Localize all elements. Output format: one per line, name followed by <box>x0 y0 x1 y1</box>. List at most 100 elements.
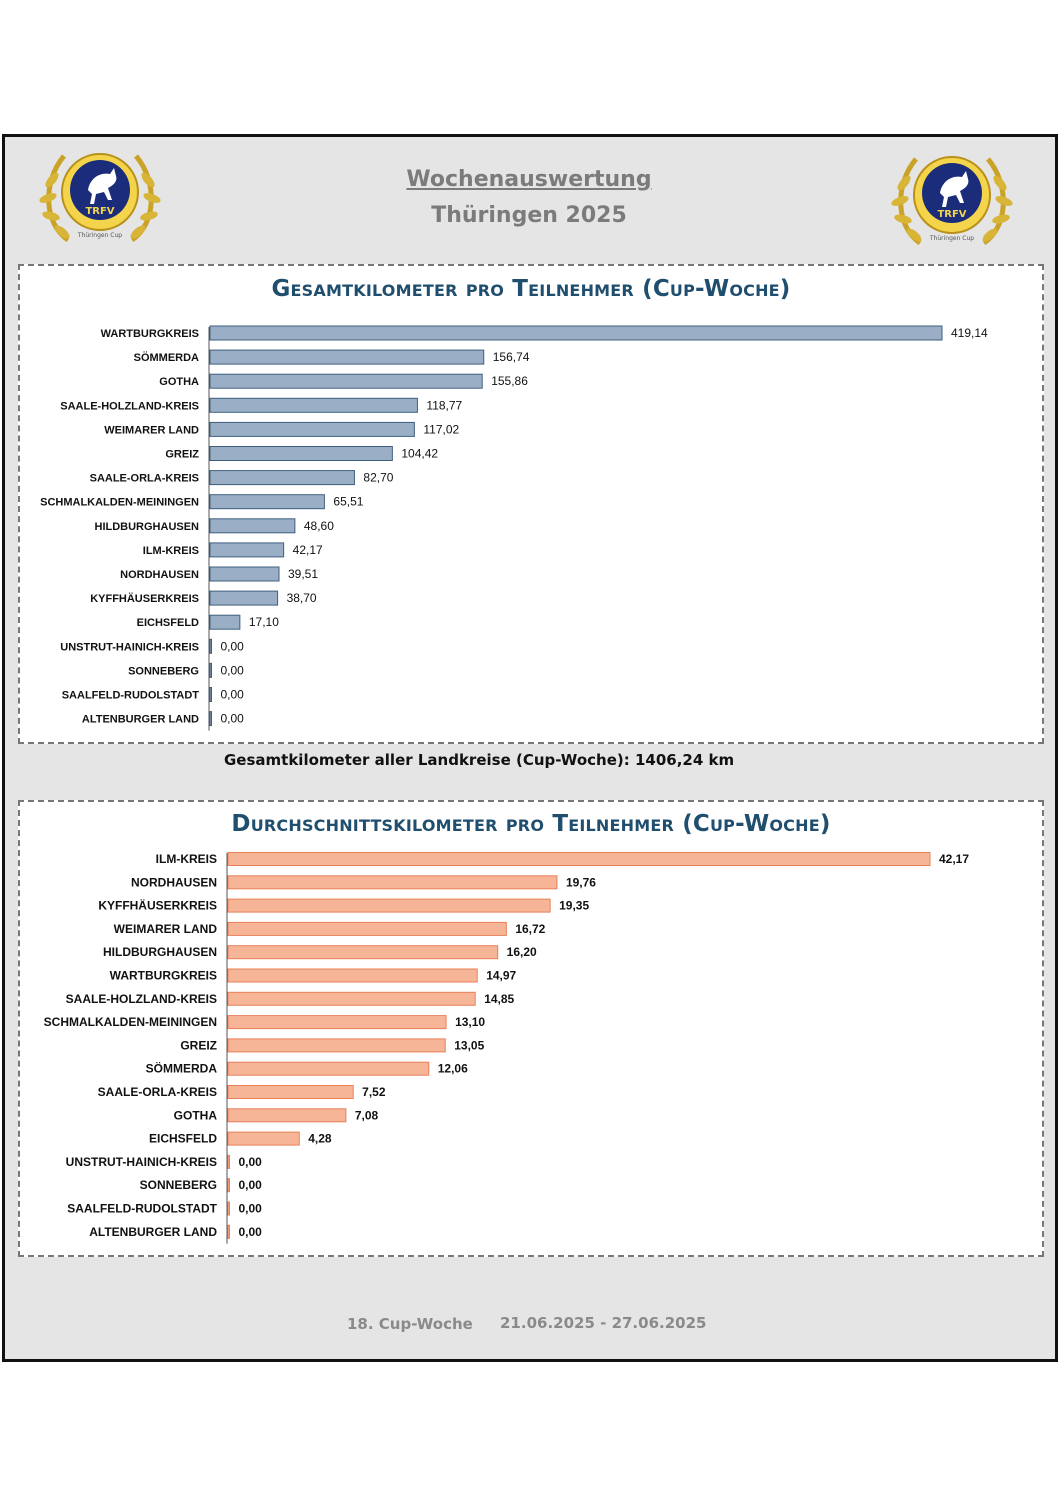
category-label: UNSTRUT-HAINICH-KREIS <box>66 1155 217 1169</box>
bar <box>209 494 325 510</box>
laurel-wreath-icon <box>891 157 1013 246</box>
data-label: 104,42 <box>401 447 438 461</box>
total-km-summary: Gesamtkilometer aller Landkreise (Cup-Wo… <box>224 751 735 769</box>
logo-text-bottom: Thüringen Cup <box>77 232 122 239</box>
bar <box>209 711 212 727</box>
category-label: GOTHA <box>159 376 199 388</box>
category-label: SAALFELD-RUDOLSTADT <box>62 690 200 702</box>
bar <box>227 968 478 983</box>
data-label: 0,00 <box>239 1225 263 1239</box>
trfv-logo-right: TRFV Thüringen Cup <box>891 156 1013 246</box>
category-label: ILM-KREIS <box>156 852 217 866</box>
category-label: HILDBURGHAUSEN <box>95 521 200 533</box>
chart-title-average-km: Durchschnittskilometer pro Teilnehmer (C… <box>231 811 831 837</box>
category-label: KYFFHÄUSERKREIS <box>98 898 217 913</box>
data-label: 17,10 <box>249 615 279 629</box>
data-label: 4,28 <box>308 1132 332 1146</box>
category-label: SCHMALKALDEN-MEININGEN <box>40 497 199 509</box>
bar <box>227 852 931 866</box>
category-label: HILDBURGHAUSEN <box>103 945 217 959</box>
date-range-label: 21.06.2025 - 27.06.2025 <box>500 1314 707 1332</box>
data-label: 13,10 <box>455 1015 485 1029</box>
chart-panel-average-km: Durchschnittskilometer pro Teilnehmer (C… <box>18 800 1044 1257</box>
data-label: 42,17 <box>939 852 969 866</box>
data-label: 38,70 <box>287 591 317 605</box>
page-title-text: Wochenauswertung <box>406 167 652 192</box>
bar <box>209 446 393 461</box>
bar <box>209 349 485 365</box>
category-label: SCHMALKALDEN-MEININGEN <box>44 1015 217 1029</box>
category-label: GREIZ <box>180 1038 217 1052</box>
data-label: 39,51 <box>288 567 318 581</box>
bar <box>209 662 212 678</box>
category-label: EICHSFELD <box>137 617 199 629</box>
trfv-logo-left: TRFV Thüringen Cup <box>39 153 161 243</box>
data-label: 0,00 <box>221 639 245 653</box>
category-label: SONNEBERG <box>140 1178 217 1192</box>
data-label: 48,60 <box>304 519 334 533</box>
bar <box>209 542 285 558</box>
bar <box>209 566 280 582</box>
logo-text-top: TRFV <box>937 209 966 220</box>
data-label: 19,76 <box>566 875 596 889</box>
data-label: 42,17 <box>293 543 323 557</box>
bar <box>209 421 415 437</box>
bar <box>227 1178 230 1193</box>
cup-week-label: 18. Cup-Woche <box>347 1315 473 1333</box>
data-label: 82,70 <box>363 471 393 485</box>
category-label: SAALE-HOLZLAND-KREIS <box>60 400 199 412</box>
data-label: 0,00 <box>239 1178 263 1192</box>
category-label: NORDHAUSEN <box>131 875 217 889</box>
category-label: SONNEBERG <box>128 665 199 677</box>
bar <box>227 1061 430 1076</box>
bar <box>209 638 212 654</box>
bar-chart-total-km: WARTBURGKREIS 419,14 SÖMMERDA 156,74 GOTHA 15… <box>40 325 988 731</box>
data-label: 16,72 <box>515 922 545 936</box>
category-label: GOTHA <box>174 1108 218 1122</box>
horse-icon <box>940 171 969 207</box>
data-label: 117,02 <box>423 422 459 436</box>
category-label: ILM-KREIS <box>143 545 199 557</box>
bar <box>209 325 943 341</box>
category-label: WEIMARER LAND <box>114 922 218 936</box>
data-label: 19,35 <box>559 899 589 913</box>
logo-text-bottom: Thüringen Cup <box>929 235 974 242</box>
data-label: 155,86 <box>491 374 528 388</box>
data-label: 118,77 <box>426 398 462 412</box>
category-label: SAALFELD-RUDOLSTADT <box>67 1202 217 1216</box>
laurel-wreath-icon <box>39 154 161 243</box>
data-label: 16,20 <box>507 945 537 959</box>
category-label: KYFFHÄUSERKREIS <box>90 592 199 605</box>
category-label: GREIZ <box>165 449 199 461</box>
bar <box>209 687 212 702</box>
category-label: SAALE-ORLA-KREIS <box>98 1085 217 1099</box>
page-subtitle: Thüringen 2025 <box>431 203 627 228</box>
data-label: 65,51 <box>333 495 363 509</box>
bar <box>209 614 241 630</box>
bar <box>227 898 551 913</box>
bar <box>227 1038 446 1053</box>
bar <box>209 397 418 413</box>
data-label: 14,97 <box>486 969 516 983</box>
data-label: 0,00 <box>221 712 245 726</box>
bar <box>209 590 279 606</box>
data-label: 7,52 <box>362 1085 386 1099</box>
bar <box>209 518 296 534</box>
data-label: 419,14 <box>951 326 988 340</box>
category-label: SÖMMERDA <box>146 1061 218 1076</box>
data-label: 0,00 <box>221 688 245 702</box>
category-label: SAALE-ORLA-KREIS <box>90 473 199 485</box>
bar <box>227 945 499 960</box>
category-label: SAALE-HOLZLAND-KREIS <box>66 992 217 1006</box>
bar <box>227 875 558 890</box>
category-label: ALTENBURGER LAND <box>82 714 199 726</box>
category-label: UNSTRUT-HAINICH-KREIS <box>60 641 199 653</box>
data-label: 14,85 <box>484 992 514 1006</box>
data-label: 0,00 <box>239 1155 263 1169</box>
data-label: 156,74 <box>493 350 530 364</box>
chart-panel-total-km: Gesamtkilometer pro Teilnehmer (Cup-Woch… <box>18 264 1044 744</box>
data-label: 0,00 <box>221 663 245 677</box>
bar <box>227 1224 230 1239</box>
bar <box>227 1085 354 1099</box>
bar <box>227 1015 447 1030</box>
